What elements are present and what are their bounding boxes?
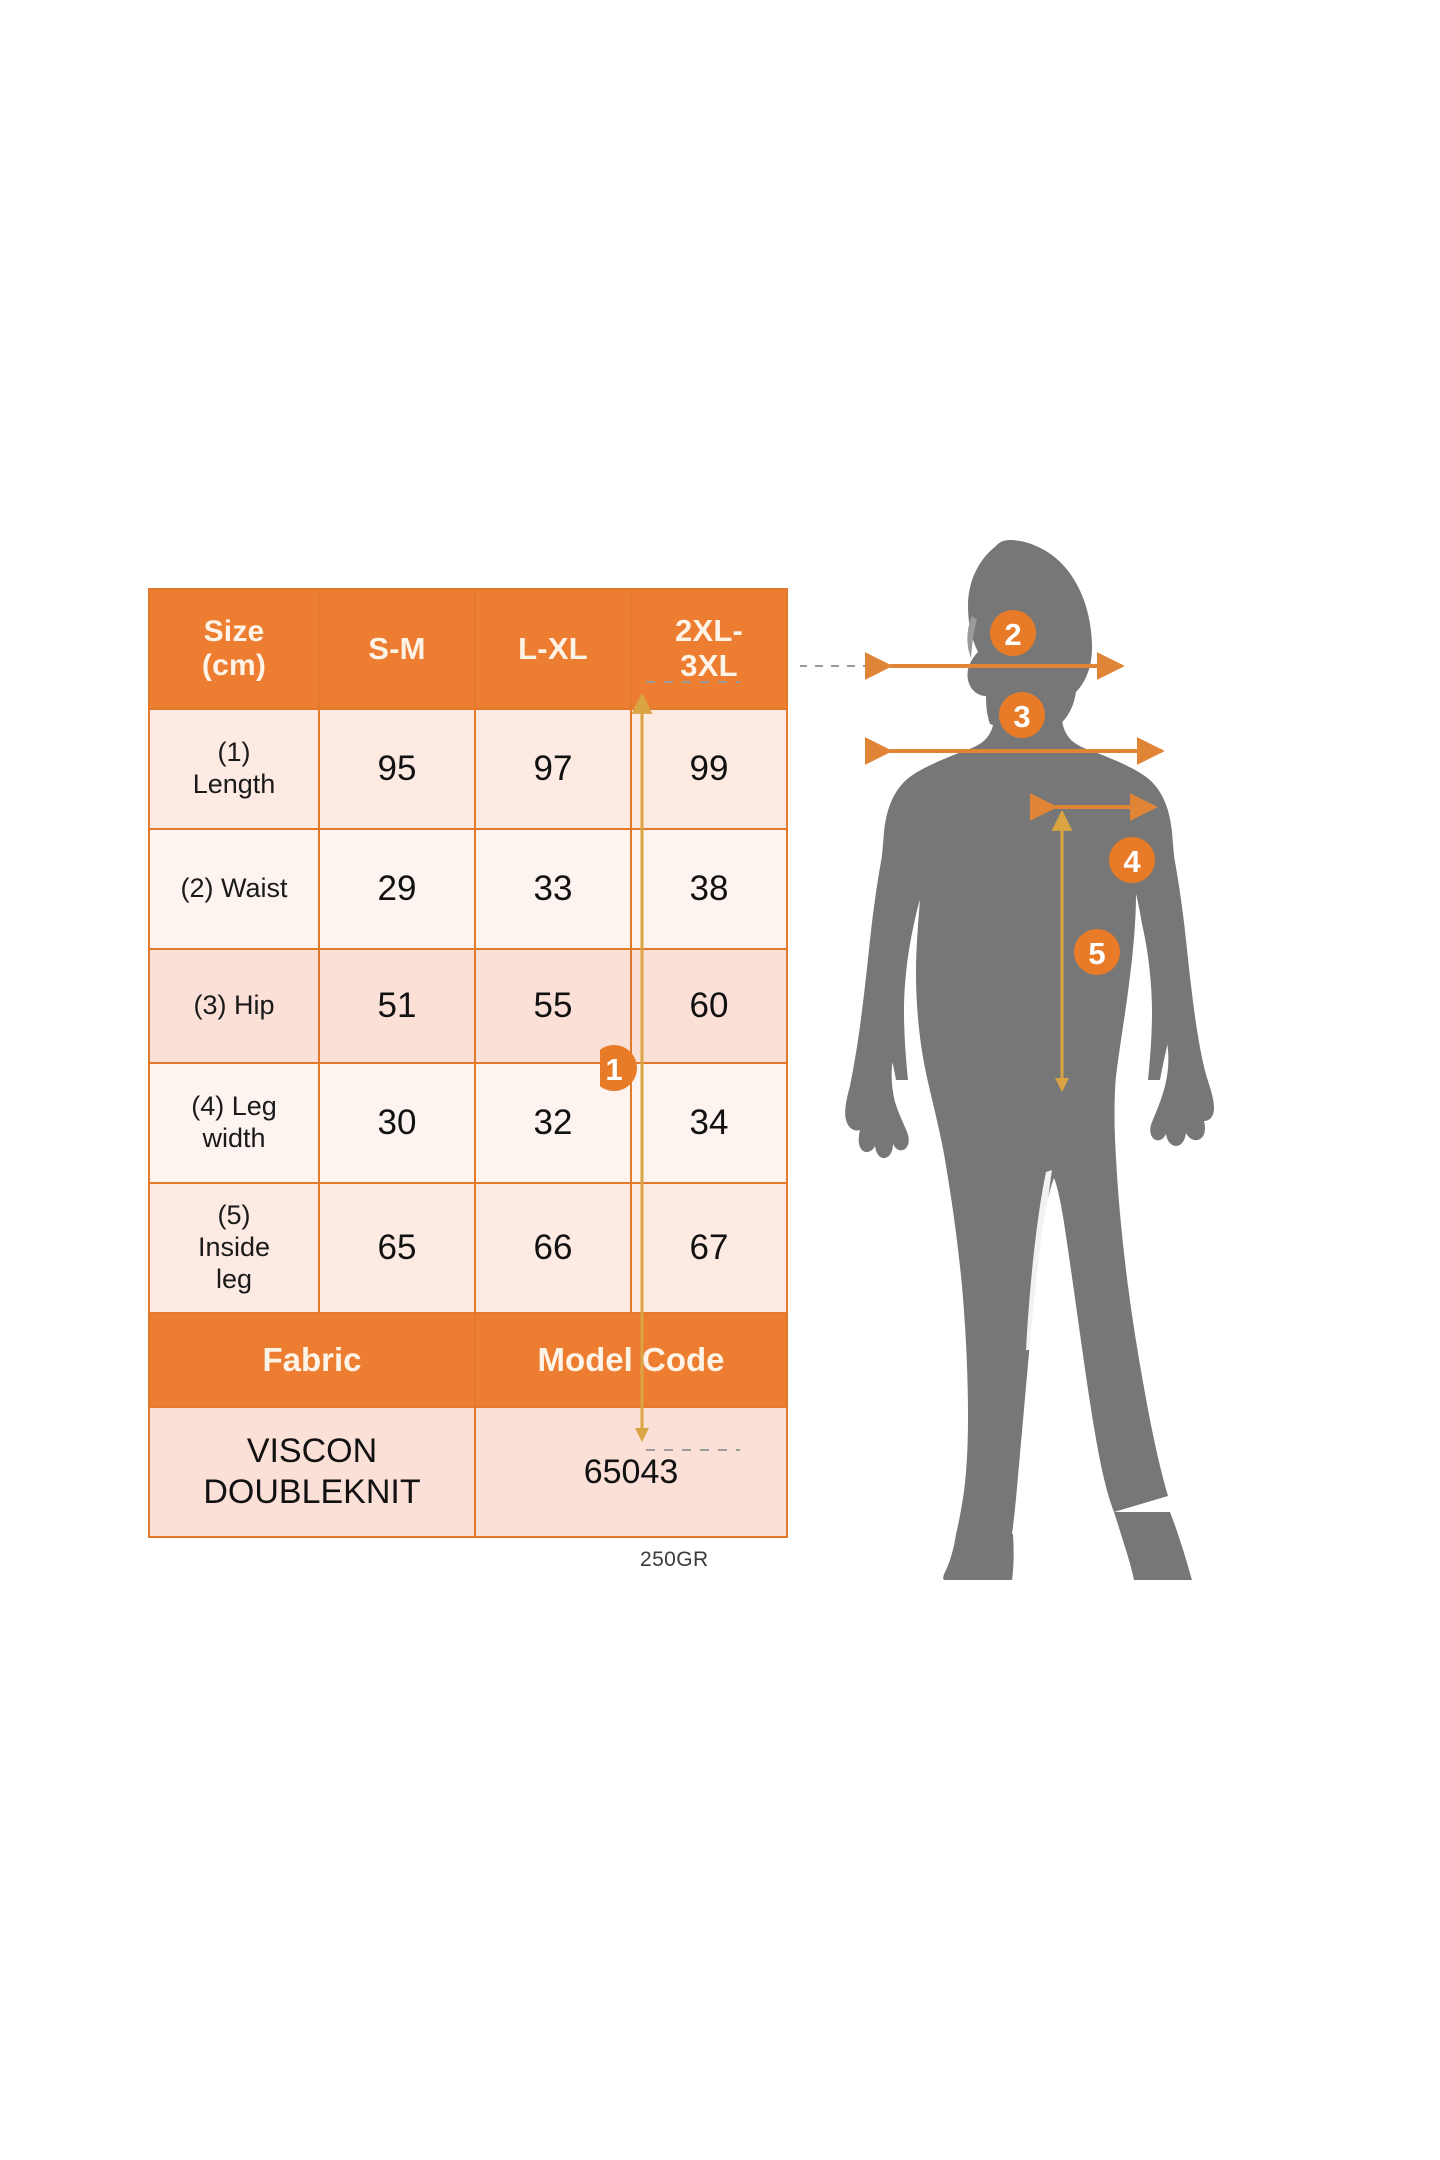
row-label-inside-leg-line1: (5) (217, 1200, 251, 1231)
header-size-cm: Size (cm) (148, 588, 320, 710)
row-label-inside-leg: (5) Inside leg (148, 1182, 320, 1314)
row-label-length-line2: Length (192, 769, 276, 799)
arrow-head-down-1 (635, 1428, 649, 1442)
marker-label-2: 2 (1004, 617, 1021, 652)
cell-length-lxl: 97 (474, 708, 632, 830)
marker-label-1: 1 (605, 1052, 622, 1087)
table-footer-header-row: Fabric Model Code (148, 1312, 788, 1408)
cell-leg-width-2xl3xl: 34 (630, 1062, 788, 1184)
cell-inside-leg-sm: 65 (318, 1182, 476, 1314)
table-row: (5) Inside leg 65 66 67 (148, 1182, 788, 1314)
row-label-leg-width-line1: (4) Leg (191, 1091, 277, 1122)
row-label-length-line1: (1) (217, 737, 251, 768)
header-model-code: Model Code (474, 1312, 788, 1408)
row-label-inside-leg-line2: Inside (197, 1232, 271, 1263)
marker-badge-5: 5 (1074, 929, 1120, 975)
header-col-sm: S-M (318, 588, 476, 710)
cell-inside-leg-lxl: 66 (474, 1182, 632, 1314)
cell-length-2xl3xl: 99 (630, 708, 788, 830)
header-col3-line2: 3XL (680, 648, 738, 683)
marker-badge-1: 1 (591, 1045, 637, 1091)
header-size-line1: Size (203, 615, 265, 649)
table-row: (4) Leg width 30 32 34 (148, 1062, 788, 1184)
size-chart-table: Size (cm) S-M L-XL 2XL- 3XL (1) Length (148, 588, 788, 1538)
value-fabric: VISCON DOUBLEKNIT (148, 1406, 476, 1538)
measurement-1-container: 1 (591, 640, 860, 1600)
row-label-length: (1) Length (148, 708, 320, 830)
header-col-lxl: L-XL (474, 588, 632, 710)
table-footer-value-row: VISCON DOUBLEKNIT 65043 (148, 1406, 788, 1538)
table-header-row: Size (cm) S-M L-XL 2XL- 3XL (148, 588, 788, 710)
row-label-leg-width: (4) Leg width (148, 1062, 320, 1184)
header-fabric: Fabric (148, 1312, 476, 1408)
cell-leg-width-sm: 30 (318, 1062, 476, 1184)
marker-label-3: 3 (1013, 699, 1030, 734)
table-row: (1) Length 95 97 99 (148, 708, 788, 830)
cell-inside-leg-2xl3xl: 67 (630, 1182, 788, 1314)
cell-length-sm: 95 (318, 708, 476, 830)
cell-waist-2xl3xl: 38 (630, 828, 788, 950)
mannequin-figure-panel: 2 3 4 (800, 520, 1320, 1580)
table-row: (2) Waist 29 33 38 (148, 828, 788, 950)
header-col3-line1: 2XL- (675, 613, 743, 649)
cell-hip-lxl: 55 (474, 948, 632, 1064)
cell-hip-sm: 51 (318, 948, 476, 1064)
header-col-2xl3xl: 2XL- 3XL (630, 588, 788, 710)
measurement-arrow-5 (1051, 809, 1073, 1092)
row-label-hip: (3) Hip (148, 948, 320, 1064)
header-size-line2: (cm) (201, 649, 267, 682)
cell-waist-lxl: 33 (474, 828, 632, 950)
fabric-weight-note: 250GR (640, 1548, 709, 1571)
row-label-leg-width-line2: width (202, 1123, 266, 1153)
value-model-code: 65043 (474, 1406, 788, 1538)
size-chart-table-container: Size (cm) S-M L-XL 2XL- 3XL (1) Length (148, 588, 788, 1538)
marker-badge-2: 2 (990, 610, 1036, 656)
row-label-inside-leg-line3: leg (215, 1263, 253, 1294)
marker-badge-4: 4 (1109, 837, 1155, 883)
cell-waist-sm: 29 (318, 828, 476, 950)
row-label-waist: (2) Waist (148, 828, 320, 950)
marker-badge-3: 3 (999, 692, 1045, 738)
cell-hip-2xl3xl: 60 (630, 948, 788, 1064)
value-fabric-line2: DOUBLEKNIT (203, 1473, 421, 1511)
value-fabric-line1: VISCON (246, 1432, 378, 1471)
marker-label-4: 4 (1123, 844, 1141, 879)
table-row: (3) Hip 51 55 60 (148, 948, 788, 1064)
marker-label-5: 5 (1088, 936, 1105, 971)
